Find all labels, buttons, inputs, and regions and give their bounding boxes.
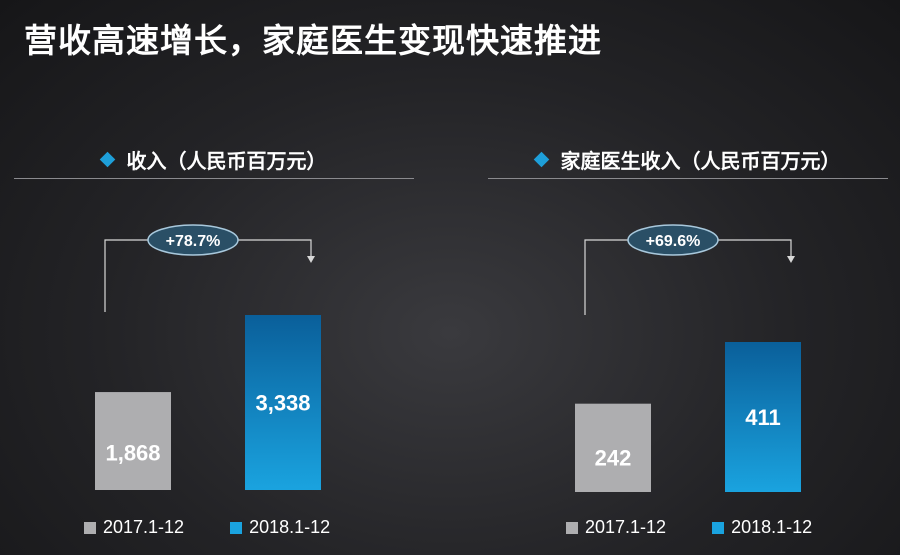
growth-bubble (147, 224, 239, 256)
bar-value-label: 411 (745, 405, 781, 430)
family-doctor-chart-title: 家庭医生收入（人民币百万元） (560, 148, 841, 173)
family-doctor-panel-header: 家庭医生收入（人民币百万元） (488, 140, 888, 178)
legend-swatch-gray (566, 521, 578, 534)
growth-bubble (627, 224, 719, 256)
legend-swatch-blue (712, 521, 725, 534)
revenue-chart-title: 收入（人民币百万元） (126, 148, 327, 173)
legend-item-2017: 2017.1-12 (566, 517, 666, 538)
legend-item-2017: 2017.1-12 (84, 517, 184, 538)
revenue-panel-header: 收入（人民币百万元） (14, 140, 414, 178)
legend-label-2017: 2017.1-12 (103, 517, 185, 537)
bar-value-label: 1,868 (105, 441, 160, 466)
arrow-down-icon (307, 256, 315, 263)
bar-2017 (575, 403, 651, 492)
legend-swatch-blue (230, 521, 243, 534)
revenue-legend: 2017.1-12 2018.1-12 (84, 517, 376, 538)
growth-label: +69.6% (646, 233, 701, 250)
arrow-down-icon (787, 256, 795, 263)
bar-2017 (95, 392, 171, 490)
family-doctor-panel: 家庭医生收入（人民币百万元） 242 411 +69.6% 2017.1-12 20… (488, 140, 888, 550)
revenue-bar-chart: 1,868 3,338 +78.7% (95, 224, 321, 490)
family-doctor-bar-chart: 242 411 +69.6% (575, 224, 801, 492)
bar-2018 (245, 315, 321, 490)
legend-item-2018: 2018.1-12 (712, 517, 812, 538)
page-title: 营收高速增长，家庭医生变现快速推进 (24, 21, 602, 60)
divider (14, 178, 414, 179)
divider (488, 178, 888, 179)
legend-label-2017: 2017.1-12 (585, 517, 667, 537)
legend-swatch-gray (84, 521, 96, 534)
growth-label: +78.7% (166, 233, 221, 250)
bar-value-label: 242 (595, 446, 632, 471)
bar-2018 (725, 342, 801, 492)
legend-label-2018: 2018.1-12 (731, 517, 813, 537)
legend-label-2018: 2018.1-12 (249, 517, 331, 537)
revenue-panel: 收入（人民币百万元） 1,868 3,338 +78.7% 2017.1-12 20… (14, 140, 414, 550)
legend-item-2018: 2018.1-12 (230, 517, 330, 538)
bar-value-label: 3,338 (255, 391, 310, 416)
family-doctor-legend: 2017.1-12 2018.1-12 (566, 517, 858, 538)
